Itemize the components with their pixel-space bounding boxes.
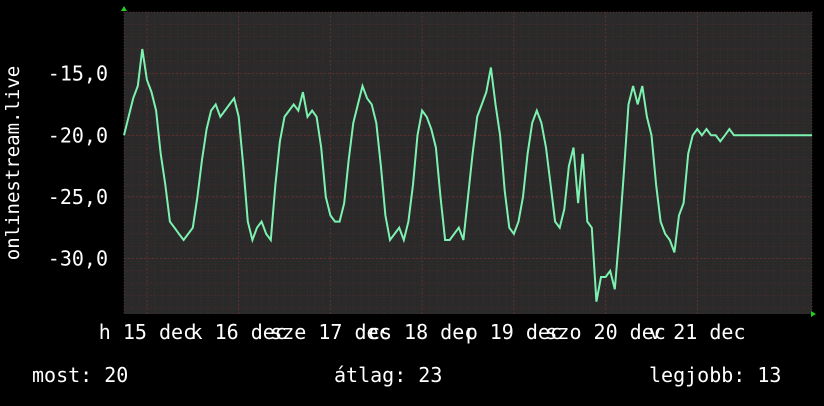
y-tick-label: -30,0 [48,247,108,271]
y-tick-labels: -15,0 -20,0 -25,0 -30,0 [48,62,108,271]
x-tick-label: szo 20 dec [545,320,665,344]
x-tick-label: cs 18 dec [368,320,476,344]
y-tick-label: -15,0 [48,62,108,86]
x-tick-label: h 15 dec [99,320,195,344]
y-axis-arrow-icon [121,6,127,11]
stat-best: legjobb: 13 [649,363,782,387]
y-tick-label: -25,0 [48,185,108,209]
x-tick-label: sze 17 dec [270,320,390,344]
stat-current: most: 20 [32,363,129,387]
y-axis-label: onlinestream.live [2,66,24,260]
x-tick-label: p 19 dec [466,320,562,344]
y-tick-label: -20,0 [48,123,108,147]
stat-average: átlag: 23 [334,363,443,387]
grid [123,11,813,314]
x-tick-label: v 21 dec [649,320,745,344]
x-tick-label: k 16 dec [191,320,287,344]
x-axis-arrow-icon [811,311,816,317]
series-line [123,48,812,302]
